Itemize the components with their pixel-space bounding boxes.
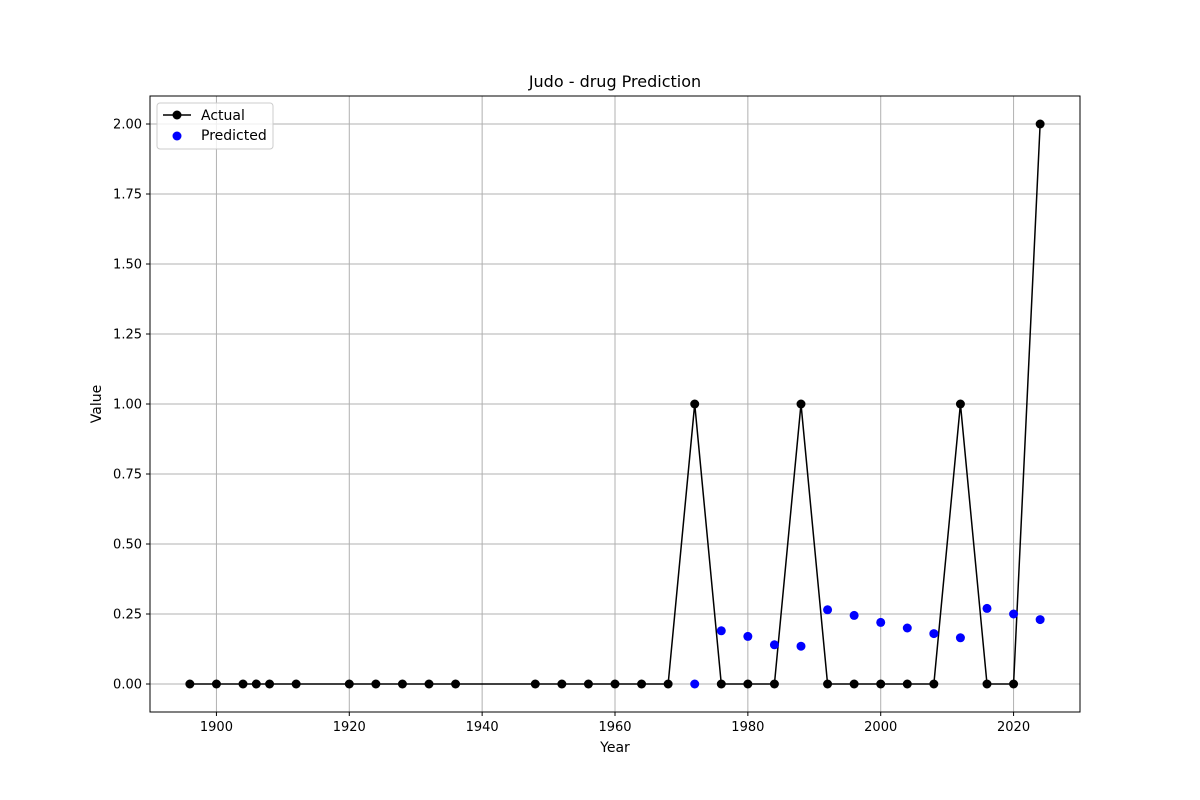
predicted-point bbox=[876, 617, 886, 627]
chart-title: Judo - drug Prediction bbox=[528, 72, 701, 91]
predicted-point bbox=[849, 610, 859, 620]
series-predicted bbox=[690, 603, 1045, 689]
actual-point bbox=[344, 679, 354, 689]
y-tick-label: 1.50 bbox=[113, 258, 142, 273]
actual-point bbox=[902, 679, 912, 689]
actual-point bbox=[185, 679, 195, 689]
actual-point bbox=[876, 679, 886, 689]
actual-point bbox=[424, 679, 434, 689]
y-axis-label: Value bbox=[89, 385, 105, 423]
series-actual bbox=[185, 119, 1045, 689]
actual-point bbox=[265, 679, 275, 689]
predicted-point bbox=[982, 603, 992, 613]
x-tick-label: 1920 bbox=[333, 720, 366, 735]
legend-predicted-label: Predicted bbox=[201, 128, 267, 144]
predicted-point bbox=[929, 629, 939, 639]
predicted-point bbox=[823, 605, 833, 615]
x-tick-label: 2020 bbox=[997, 720, 1030, 735]
legend-predicted-marker-icon bbox=[172, 131, 182, 141]
actual-point bbox=[716, 679, 726, 689]
y-tick-label: 1.25 bbox=[113, 328, 142, 343]
predicted-point bbox=[743, 631, 753, 641]
actual-point bbox=[251, 679, 261, 689]
y-tick-label: 2.00 bbox=[113, 118, 142, 133]
legend: Actual Predicted bbox=[156, 102, 274, 150]
y-tick-label: 1.00 bbox=[113, 398, 142, 413]
y-tick-label: 0.00 bbox=[113, 678, 142, 693]
actual-point bbox=[451, 679, 461, 689]
legend-actual-label: Actual bbox=[201, 108, 245, 124]
x-axis-label: Year bbox=[599, 740, 630, 756]
x-tick-label: 2000 bbox=[864, 720, 897, 735]
actual-point bbox=[955, 399, 965, 409]
actual-point bbox=[610, 679, 620, 689]
x-tick-label: 1940 bbox=[466, 720, 499, 735]
actual-point bbox=[397, 679, 407, 689]
actual-point bbox=[1009, 679, 1019, 689]
x-tick-label: 1960 bbox=[598, 720, 631, 735]
actual-point bbox=[211, 679, 221, 689]
actual-point bbox=[583, 679, 593, 689]
y-tick-label: 0.25 bbox=[113, 608, 142, 623]
actual-point bbox=[690, 399, 700, 409]
series-layer bbox=[185, 119, 1045, 689]
axis-ticks: 1900 1920 1940 1960 1980 2000 2020 0.00 0.25 0.50… bbox=[113, 118, 1030, 736]
y-tick-label: 0.50 bbox=[113, 538, 142, 553]
actual-point bbox=[291, 679, 301, 689]
x-tick-label: 1900 bbox=[200, 720, 233, 735]
actual-point bbox=[823, 679, 833, 689]
predicted-point bbox=[1009, 609, 1019, 619]
actual-point bbox=[769, 679, 779, 689]
predicted-point bbox=[796, 641, 806, 651]
predicted-point bbox=[902, 623, 912, 633]
actual-point bbox=[371, 679, 381, 689]
y-tick-label: 0.75 bbox=[113, 468, 142, 483]
actual-point bbox=[1035, 119, 1045, 129]
actual-point bbox=[557, 679, 567, 689]
predicted-point bbox=[1035, 615, 1045, 625]
x-tick-label: 1980 bbox=[731, 720, 764, 735]
actual-point bbox=[663, 679, 673, 689]
actual-point bbox=[530, 679, 540, 689]
y-tick-label: 1.75 bbox=[113, 188, 142, 203]
actual-point bbox=[982, 679, 992, 689]
legend-actual-marker-icon bbox=[172, 110, 182, 120]
actual-point bbox=[637, 679, 647, 689]
actual-point bbox=[796, 399, 806, 409]
actual-point bbox=[238, 679, 248, 689]
actual-point bbox=[929, 679, 939, 689]
predicted-point bbox=[955, 633, 965, 643]
actual-point bbox=[743, 679, 753, 689]
predicted-point bbox=[716, 626, 726, 636]
actual-point bbox=[849, 679, 859, 689]
predicted-point bbox=[690, 679, 700, 689]
predicted-point bbox=[769, 640, 779, 650]
